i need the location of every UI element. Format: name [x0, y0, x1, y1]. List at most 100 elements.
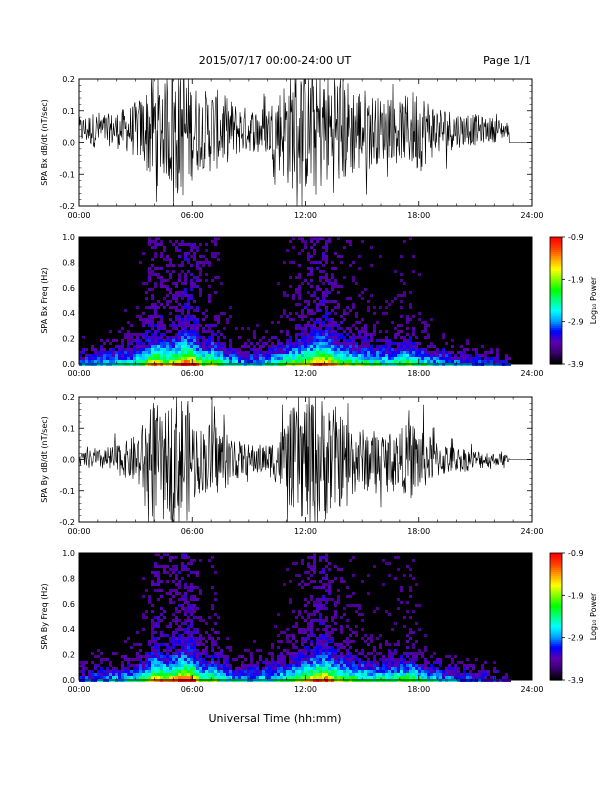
- spectrogram-cell: [307, 616, 310, 619]
- spectrogram-cell: [151, 655, 154, 658]
- spectrogram-cell: [169, 559, 172, 562]
- spectrogram-cell: [190, 336, 193, 339]
- spectrogram-cell: [184, 357, 187, 360]
- spectrogram-cell: [328, 333, 331, 336]
- spectrogram-cell: [367, 574, 370, 577]
- spectrogram-cell: [250, 357, 253, 360]
- spectrogram-cell: [157, 643, 160, 646]
- spectrogram-cell: [133, 673, 136, 676]
- spectrogram-cell: [322, 649, 325, 652]
- spectrogram-cell: [160, 643, 163, 646]
- spectrogram-cell: [334, 348, 337, 351]
- spectrogram-cell: [313, 324, 316, 327]
- spectrogram-cell: [139, 664, 142, 667]
- y-tick-label: 0.0: [62, 456, 75, 465]
- spectrogram-cell: [412, 670, 415, 673]
- spectrogram-cell: [217, 676, 220, 679]
- spectrogram-cell: [211, 628, 214, 631]
- spectrogram-cell: [115, 357, 118, 360]
- spectrogram-cell: [328, 655, 331, 658]
- spectrogram-cell: [355, 664, 358, 667]
- spectrogram-cell: [163, 351, 166, 354]
- spectrogram-cell: [412, 643, 415, 646]
- spectrogram-cell: [247, 327, 250, 330]
- spectrogram-cell: [181, 240, 184, 243]
- spectrogram-cell: [298, 303, 301, 306]
- spectrogram-cell: [154, 306, 157, 309]
- spectrogram-cell: [499, 360, 502, 363]
- spectrogram-cell: [190, 324, 193, 327]
- spectrogram-cell: [106, 670, 109, 673]
- spectrogram-cell: [400, 294, 403, 297]
- colorbar-swatch: [550, 292, 562, 295]
- spectrogram-cell: [214, 291, 217, 294]
- spectrogram-cell: [304, 658, 307, 661]
- spectrogram-cell: [244, 673, 247, 676]
- spectrogram-cell: [181, 348, 184, 351]
- spectrogram-cell: [193, 315, 196, 318]
- spectrogram-cell: [169, 625, 172, 628]
- spectrogram-cell: [292, 562, 295, 565]
- spectrogram-cell: [448, 351, 451, 354]
- spectrogram-cell: [184, 345, 187, 348]
- spectrogram-cell: [226, 655, 229, 658]
- spectrogram-cell: [121, 655, 124, 658]
- spectrogram-cell: [154, 237, 157, 240]
- spectrogram-cell: [127, 658, 130, 661]
- spectrogram-cell: [394, 661, 397, 664]
- spectrogram-cell: [355, 631, 358, 634]
- spectrogram-cell: [349, 243, 352, 246]
- spectrogram-cell: [193, 676, 196, 679]
- spectrogram-cell: [346, 327, 349, 330]
- spectrogram-cell: [154, 646, 157, 649]
- spectrogram-cell: [277, 664, 280, 667]
- spectrogram-cell: [208, 324, 211, 327]
- spectrogram-cell: [202, 261, 205, 264]
- spectrogram-cell: [298, 610, 301, 613]
- spectrogram-cell: [394, 649, 397, 652]
- spectrogram-cell: [298, 276, 301, 279]
- colorbar-swatch: [550, 555, 562, 558]
- spectrogram-cell: [112, 339, 115, 342]
- spectrogram-cell: [466, 342, 469, 345]
- spectrogram-cell: [181, 333, 184, 336]
- spectrogram-cell: [382, 354, 385, 357]
- spectrogram-cell: [145, 667, 148, 670]
- spectrogram-cell: [190, 264, 193, 267]
- spectrogram-cell: [169, 330, 172, 333]
- spectrogram-cell: [289, 670, 292, 673]
- spectrogram-cell: [358, 330, 361, 333]
- spectrogram-cell: [283, 309, 286, 312]
- spectrogram-cell: [163, 360, 166, 363]
- spectrogram-cell: [298, 583, 301, 586]
- spectrogram-cell: [286, 628, 289, 631]
- spectrogram-cell: [79, 664, 82, 667]
- spectrogram-cell: [316, 354, 319, 357]
- spectrogram-cell: [286, 333, 289, 336]
- spectrogram-cell: [211, 333, 214, 336]
- spectrogram-cell: [265, 360, 268, 363]
- spectrogram-cell: [391, 667, 394, 670]
- spectrogram-cell: [307, 571, 310, 574]
- spectrogram-cell: [250, 652, 253, 655]
- y-tick-label: 0.0: [62, 676, 75, 685]
- spectrogram-cell: [184, 330, 187, 333]
- spectrogram-cell: [400, 351, 403, 354]
- spectrogram-cell: [136, 342, 139, 345]
- spectrogram-cell: [316, 640, 319, 643]
- spectrogram-cell: [505, 676, 508, 679]
- spectrogram-cell: [202, 342, 205, 345]
- spectrogram-cell: [364, 339, 367, 342]
- spectrogram-cell: [319, 342, 322, 345]
- spectrogram-cell: [385, 354, 388, 357]
- spectrogram-cell: [424, 670, 427, 673]
- spectrogram-cell: [208, 670, 211, 673]
- spectrogram-cell: [157, 243, 160, 246]
- spectrogram-cell: [166, 279, 169, 282]
- spectrogram-cell: [397, 324, 400, 327]
- spectrogram-cell: [193, 649, 196, 652]
- spectrogram-cell: [298, 285, 301, 288]
- spectrogram-cell: [295, 333, 298, 336]
- spectrogram-cell: [400, 586, 403, 589]
- spectrogram-cell: [160, 243, 163, 246]
